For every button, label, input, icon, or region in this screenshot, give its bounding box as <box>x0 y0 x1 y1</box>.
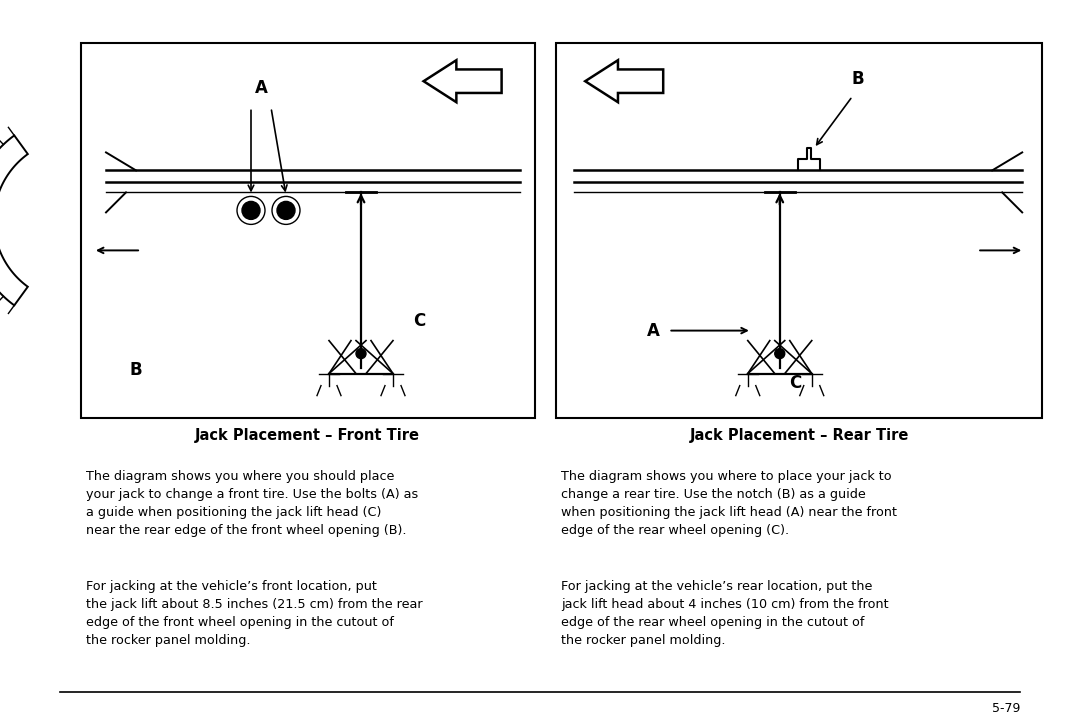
Text: A: A <box>255 79 268 97</box>
Text: C: C <box>413 312 426 330</box>
Polygon shape <box>0 135 28 305</box>
Text: B: B <box>851 70 864 88</box>
Text: Jack Placement – Rear Tire: Jack Placement – Rear Tire <box>689 428 909 443</box>
Polygon shape <box>423 60 501 102</box>
Text: For jacking at the vehicle’s front location, put
the jack lift about 8.5 inches : For jacking at the vehicle’s front locat… <box>86 580 422 647</box>
Text: The diagram shows you where to place your jack to
change a rear tire. Use the no: The diagram shows you where to place you… <box>562 469 897 536</box>
Text: C: C <box>788 374 801 392</box>
Circle shape <box>774 348 785 359</box>
Circle shape <box>356 348 366 359</box>
Bar <box>556 43 1042 418</box>
Text: For jacking at the vehicle’s rear location, put the
jack lift head about 4 inche: For jacking at the vehicle’s rear locati… <box>562 580 889 647</box>
Text: 5-79: 5-79 <box>991 702 1020 715</box>
Text: The diagram shows you where you should place
your jack to change a front tire. U: The diagram shows you where you should p… <box>86 469 418 536</box>
Text: A: A <box>647 322 660 340</box>
Bar <box>81 43 535 418</box>
Polygon shape <box>585 60 663 102</box>
Text: B: B <box>130 361 143 379</box>
Text: Jack Placement – Front Tire: Jack Placement – Front Tire <box>195 428 420 443</box>
Circle shape <box>242 202 260 220</box>
Circle shape <box>276 202 295 220</box>
